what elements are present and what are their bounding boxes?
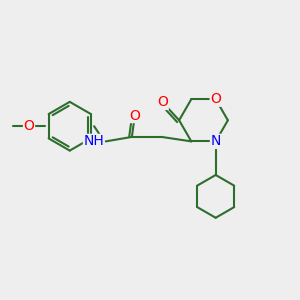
Text: O: O [24,119,34,133]
Text: O: O [210,92,221,106]
Text: O: O [157,95,168,110]
Text: N: N [211,134,221,148]
Text: NH: NH [83,134,104,148]
Text: O: O [129,109,140,122]
